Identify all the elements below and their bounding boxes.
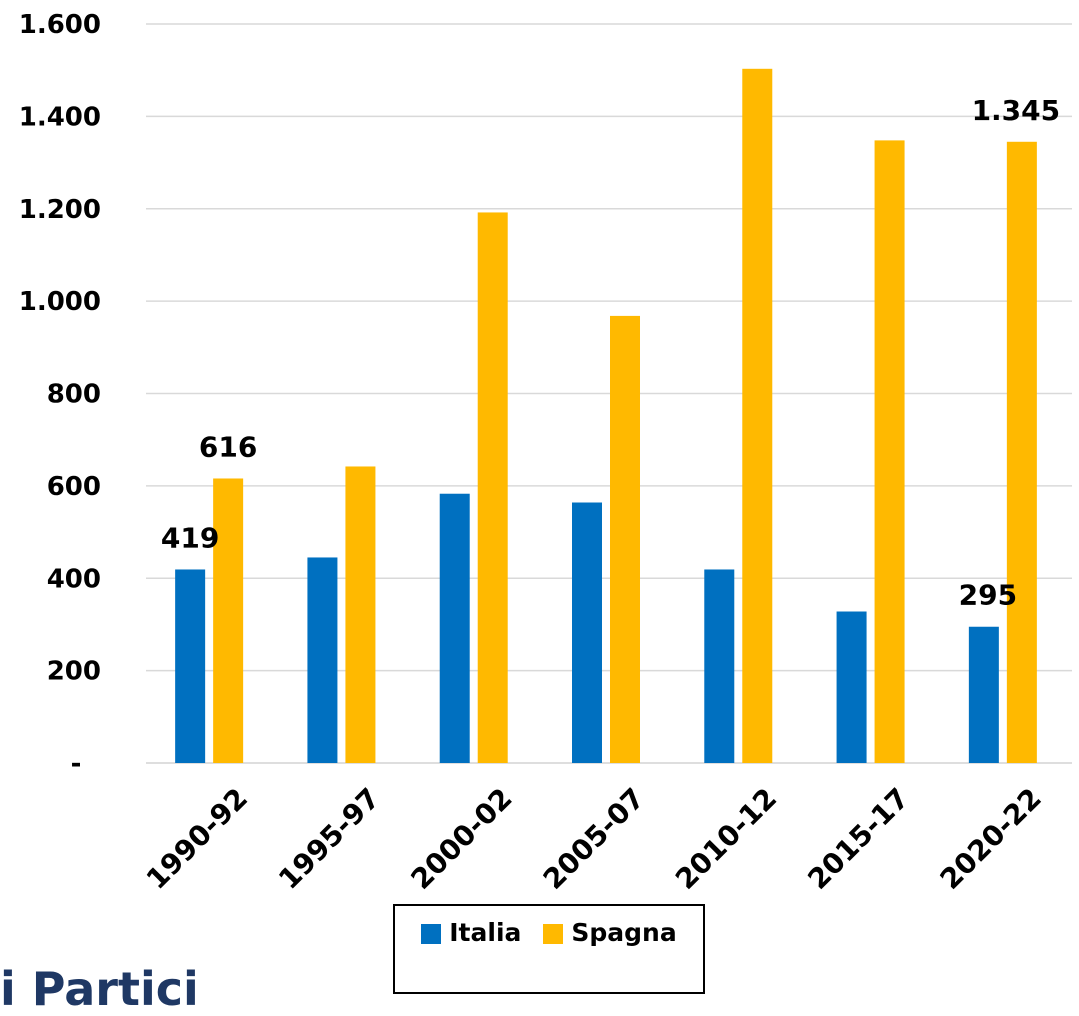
bar-spagna-2005-07 — [610, 315, 640, 763]
y-tick-label: 600 — [47, 472, 101, 502]
data-label: 1.345 — [972, 94, 1061, 127]
x-tick-label: 2015-17 — [801, 782, 915, 896]
y-tick-label: 400 — [47, 564, 101, 594]
legend-item-spagna: Spagna — [543, 918, 677, 992]
data-label: 295 — [959, 579, 1017, 612]
bar-spagna-1990-92 — [213, 478, 244, 763]
y-tick-label: 200 — [47, 657, 101, 687]
bar-spagna-1995-97 — [345, 466, 376, 763]
y-tick-label: - — [71, 749, 82, 779]
y-axis-ticks: - 200 400 600 800 1.000 1.200 1.400 1.600 — [19, 10, 101, 779]
y-tick-label: 1.000 — [19, 287, 101, 317]
legend: Italia Spagna — [393, 904, 705, 994]
x-tick-label: 1990-92 — [140, 782, 254, 896]
data-label: 616 — [199, 430, 257, 463]
bar-italia-2015-17 — [836, 611, 867, 763]
bar-spagna-2020-22 — [1006, 141, 1037, 763]
y-tick-label: 800 — [47, 380, 101, 410]
legend-swatch-italia — [421, 924, 442, 944]
bar-italia-2000-02 — [439, 493, 470, 763]
bar-italia-2010-12 — [704, 569, 735, 763]
bar-italia-1995-97 — [307, 557, 338, 763]
bar-spagna-2010-12 — [742, 68, 773, 763]
legend-swatch-spagna — [543, 924, 564, 944]
bar-italia-2005-07 — [572, 502, 602, 763]
x-tick-label: 2005-07 — [537, 782, 651, 896]
bar-spagna-2000-02 — [477, 212, 508, 763]
x-axis-ticks: 1990-92 1995-97 2000-02 2005-07 2010-12 2015-… — [140, 782, 1048, 896]
legend-label-spagna: Spagna — [571, 918, 677, 947]
footer-title-fragment: i Partici — [0, 962, 199, 1016]
x-tick-label: 2000-02 — [404, 782, 518, 896]
bar-spagna-2015-17 — [874, 140, 905, 763]
y-tick-label: 1.400 — [19, 102, 101, 132]
x-tick-label: 1995-97 — [272, 782, 386, 896]
x-tick-label: 2010-12 — [669, 782, 783, 896]
data-labels: 419 616 295 1.345 — [161, 94, 1060, 612]
y-tick-label: 1.600 — [19, 10, 101, 40]
data-label: 419 — [161, 521, 219, 554]
x-tick-label: 2020-22 — [934, 782, 1048, 896]
legend-label-italia: Italia — [449, 918, 522, 947]
bar-chart: - 200 400 600 800 1.000 1.200 1.400 1.600 1990-9… — [19, 10, 1072, 896]
bars — [175, 68, 1037, 763]
bar-italia-2020-22 — [968, 626, 999, 763]
bar-italia-1990-92 — [175, 569, 206, 763]
y-tick-label: 1.200 — [19, 195, 101, 225]
gridlines — [146, 23, 1072, 764]
legend-item-italia: Italia — [421, 918, 521, 992]
